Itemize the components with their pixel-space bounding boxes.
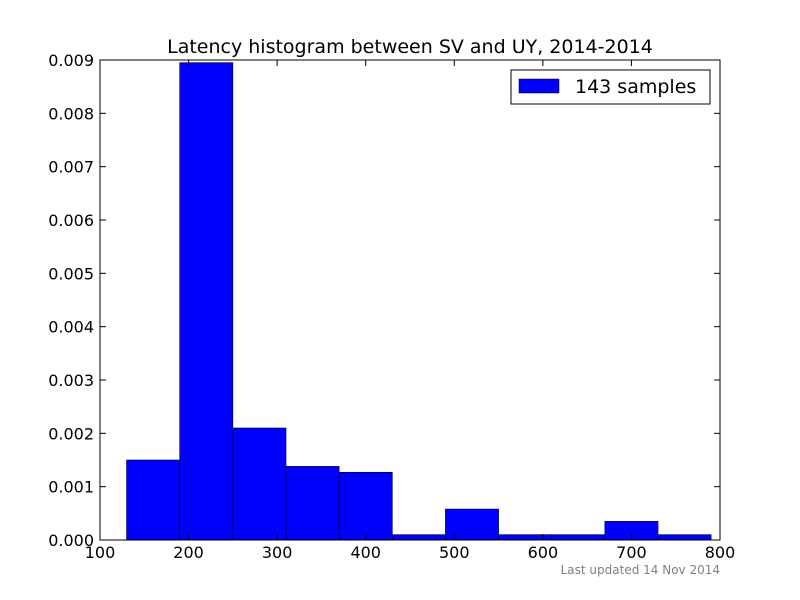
- legend: 143 samples: [510, 69, 711, 105]
- last-updated-note: Last updated 14 Nov 2014: [561, 563, 720, 577]
- histogram-bar-0: [126, 459, 181, 541]
- y-tick-label-3: 0.003: [48, 371, 94, 390]
- x-tick-label-0: 100: [85, 543, 116, 562]
- y-tick-label-7: 0.007: [48, 158, 94, 177]
- plot-frame: [99, 59, 721, 541]
- y-tick-labels: 0.000 0.001 0.002 0.003 0.004 0.005 0.006 0.007…: [48, 51, 94, 550]
- y-tick-label-8: 0.008: [48, 104, 94, 123]
- x-tick-label-5: 600: [528, 543, 559, 562]
- y-tick-label-1: 0.001: [48, 478, 94, 497]
- y-tick-label-9: 0.009: [48, 51, 94, 70]
- histogram-bars: [126, 62, 712, 541]
- y-tick-label-2: 0.002: [48, 424, 94, 443]
- histogram-bar-10: [657, 534, 712, 541]
- histogram-bar-3: [285, 466, 340, 541]
- x-tick-labels: 100 200 300 400 500 600 700 800: [85, 543, 736, 562]
- histogram-bar-5: [391, 534, 446, 541]
- chart-title: Latency histogram between SV and UY, 201…: [167, 36, 653, 58]
- y-tick-label-4: 0.004: [48, 318, 94, 337]
- legend-box: [510, 69, 711, 105]
- x-tick-label-4: 500: [439, 543, 470, 562]
- x-tick-label-3: 400: [350, 543, 381, 562]
- legend-label: 143 samples: [575, 76, 696, 98]
- histogram-bar-6: [445, 508, 499, 541]
- x-tick-label-1: 200: [173, 543, 204, 562]
- x-tick-label-7: 800: [705, 543, 736, 562]
- histogram-bar-2: [232, 427, 287, 541]
- histogram-bar-1: [179, 62, 234, 541]
- y-tick-label-6: 0.006: [48, 211, 94, 230]
- histogram-bar-7: [498, 534, 553, 541]
- legend-swatch: [518, 78, 560, 94]
- x-tick-label-2: 300: [262, 543, 293, 562]
- y-tick-label-0: 0.000: [48, 531, 94, 550]
- histogram-bar-4: [338, 471, 393, 541]
- y-tick-label-5: 0.005: [48, 264, 94, 283]
- histogram-bar-8: [551, 534, 606, 541]
- x-tick-label-6: 700: [616, 543, 647, 562]
